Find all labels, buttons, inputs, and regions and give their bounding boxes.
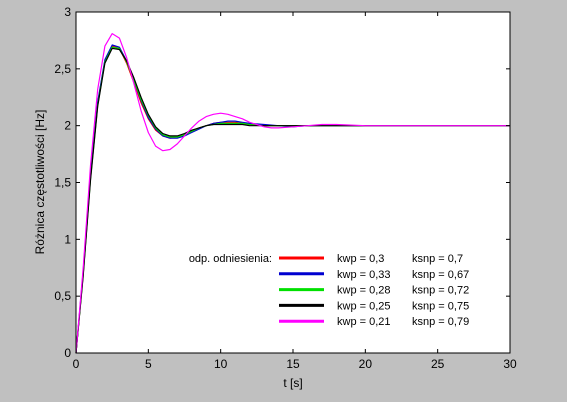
legend-kwp-label: kwp = 0,28 <box>337 285 391 297</box>
legend-kwp-label: kwp = 0,25 <box>337 300 391 312</box>
x-tick-label: 20 <box>359 357 373 371</box>
x-tick-label: 10 <box>214 357 228 371</box>
y-tick-label: 1,5 <box>54 176 71 190</box>
x-tick-label: 15 <box>286 357 300 371</box>
x-tick-label: 25 <box>431 357 445 371</box>
y-tick-label: 2,5 <box>54 62 71 76</box>
y-axis-label: Różnica częstotliwości [Hz] <box>33 110 47 255</box>
legend-ksnp-label: ksnp = 0,67 <box>412 269 469 281</box>
legend-kwp-label: kwp = 0,3 <box>337 253 384 265</box>
legend-prefix: odp. odniesienia: <box>189 253 272 265</box>
y-tick-label: 0,5 <box>54 289 71 303</box>
y-tick-label: 2 <box>64 119 71 133</box>
legend-ksnp-label: ksnp = 0,72 <box>412 285 469 297</box>
x-tick-label: 0 <box>73 357 80 371</box>
legend-ksnp-label: ksnp = 0,79 <box>412 316 469 328</box>
ticks-layer: 0 5 10 15 20 25 30 0 0,5 1 1,5 2 2,5 3 <box>54 5 517 371</box>
legend: odp. odniesienia: kwp = 0,3 ksnp = 0,7 kwp … <box>189 253 469 328</box>
legend-kwp-label: kwp = 0,21 <box>337 316 391 328</box>
legend-kwp-label: kwp = 0,33 <box>337 269 391 281</box>
series-layer <box>75 33 510 354</box>
legend-ksnp-label: ksnp = 0,75 <box>412 300 469 312</box>
x-tick-label: 30 <box>503 357 517 371</box>
y-tick-label: 1 <box>64 232 71 246</box>
x-tick-label: 5 <box>145 357 152 371</box>
y-tick-label: 3 <box>64 5 71 19</box>
legend-ksnp-label: ksnp = 0,7 <box>412 253 463 265</box>
y-tick-label: 0 <box>64 346 71 360</box>
x-axis-label: t [s] <box>283 376 302 390</box>
plot-area <box>76 12 510 353</box>
series-line-5 <box>75 33 510 354</box>
